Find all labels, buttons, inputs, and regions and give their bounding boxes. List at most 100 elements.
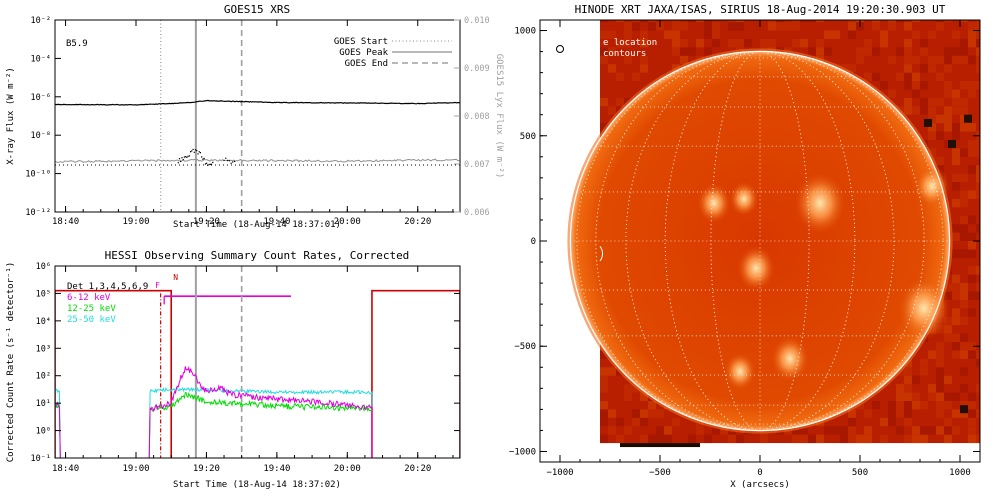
xrt-pixel-block-1045 (968, 241, 976, 250)
xrt-pixel-block-876 (912, 106, 920, 115)
xrt-xtick-label: 0 (757, 468, 762, 478)
goes-short-point-4 (182, 159, 184, 161)
xrt-pixel-block-746 (864, 72, 872, 82)
xrt-pixel-block-931 (936, 375, 944, 385)
xrt-pixel-block-1027 (960, 81, 968, 90)
xrt-pixel-block-1068 (976, 190, 980, 199)
xrt-pixel-block-1055 (968, 55, 976, 65)
goes-short-point-12 (192, 148, 194, 151)
xrt-pixel-block-499 (776, 20, 784, 23)
xrt-pixel-block-545 (792, 22, 800, 31)
xrt-pixel-block-446 (760, 38, 768, 48)
xrt-pixel-block-1060 (976, 409, 980, 418)
xrt-pixel-block-174 (664, 426, 672, 435)
xrt-ytick-label: −500 (514, 342, 536, 352)
goes-ytick-label: 10⁻¹² (25, 208, 51, 218)
xrt-pixel-block-952 (936, 55, 944, 65)
xrt-pixel-block-983 (952, 316, 960, 326)
xrt-pixel-block-987 (952, 274, 960, 284)
xrt-pixel-block-948 (936, 131, 944, 140)
xrt-pixel-block-301 (704, 30, 712, 39)
xrt-pixel-block-1046 (968, 232, 976, 241)
xrt-pixel-block-926 (936, 426, 944, 435)
xrt-pixel-block-879 (912, 72, 920, 82)
xrt-pixel-block-132 (648, 409, 656, 418)
goes-y2label: GOES15 Lyx Flux (W m⁻²) (494, 54, 504, 179)
xrt-pixel-block-108 (640, 392, 648, 401)
xrt-pixel-block-4 (600, 384, 608, 393)
xrt-pixel-block-1066 (976, 266, 980, 275)
goes-y2tick-label: 0.009 (464, 64, 490, 74)
xrt-pixel-block-103 (632, 22, 640, 31)
xrt-pixel-block-1076 (976, 64, 980, 73)
xrt-pixel-block-65 (624, 426, 632, 435)
xrt-pixel-block-63 (616, 38, 624, 48)
xrt-pixel-block-1062 (976, 358, 980, 368)
xrt-pixel-block-765 (872, 20, 880, 23)
xrt-pixel-block-988 (952, 249, 960, 258)
xrt-pixel-block-878 (912, 81, 920, 90)
xrt-axes: −1000 −500 0 500 1000 1000 500 0 −500 −1000 (509, 20, 980, 478)
xrt-pixel-block-39 (608, 64, 616, 73)
xrt-pixel-block-950 (936, 97, 944, 107)
xrt-pixel-block-977 (952, 426, 960, 435)
xrt-pixel-block-1010 (960, 333, 968, 343)
xrt-pixel-block-1011 (960, 316, 968, 326)
xrt-pixel-block-930 (936, 384, 944, 393)
xrt-pixel-block-657 (840, 434, 848, 444)
xrt-pixel-block-684 (848, 417, 856, 427)
xrt-pixel-block-0 (600, 434, 608, 444)
xrt-pixel-block-19 (600, 55, 608, 65)
xrt-pixel-block-429 (760, 434, 768, 444)
hessi-legend: Det 1,3,4,5,6,9 6-12 keV 12-25 keV 25-50… (67, 282, 148, 325)
xrt-pixel-block-834 (904, 400, 912, 410)
xrt-pixel-block-968 (944, 123, 952, 132)
goes-xtick-label: 19:00 (122, 217, 149, 227)
goes-long-channel-line (55, 99, 460, 106)
xrt-pixel-block-991 (952, 198, 960, 208)
xrt-pixel-block-6 (600, 367, 608, 376)
xrt-pixel-block-367 (728, 38, 736, 48)
xrt-pixel-block-567 (800, 38, 808, 48)
xrt-pixel-block-905 (928, 426, 936, 435)
xrt-pixel-block-81 (624, 55, 632, 65)
xrt-pixel-block-885 (920, 400, 928, 410)
xrt-pixel-block-1050 (968, 148, 976, 157)
xrt-pixel-block-880 (912, 55, 920, 65)
goes-ytick-label: 10⁻⁸ (31, 131, 51, 141)
xrt-pixel-block-640 (832, 426, 840, 435)
hessi-panel: HESSI Observing Summary Count Rates, Cor… (6, 249, 461, 490)
hessi-xtick-label: 18:40 (52, 464, 79, 474)
xrt-pixel-block-808 (896, 409, 904, 418)
xrt-bright-region-7 (724, 352, 756, 391)
xrt-pixel-block-62 (616, 72, 624, 82)
hessi-night-flag: N (173, 273, 178, 282)
xrt-pixel-block-1026 (960, 97, 968, 107)
xrt-legend-line-1: e location (603, 38, 657, 48)
xrt-pixel-block-1038 (968, 350, 976, 359)
xrt-bright-region-2 (729, 181, 759, 217)
xrt-pixel-block-949 (936, 114, 944, 124)
hinode-xrt-panel: HINODE XRT JAXA/ISAS, SIRIUS 18-Aug-2014… (509, 3, 981, 490)
hessi-frame (54, 265, 461, 459)
hessi-xtick-label: 19:00 (122, 464, 149, 474)
xrt-pixel-block-241 (688, 434, 696, 444)
xrt-pixel-block-1022 (960, 148, 968, 157)
xrt-pixel-block-973 (944, 64, 952, 73)
xrt-pixel-block-1077 (976, 55, 980, 65)
xrt-pixel-block-976 (944, 20, 952, 23)
xrt-pixel-block-1018 (960, 215, 968, 225)
goes-legend-start-label: GOES Start (334, 37, 388, 47)
xrt-pixel-block-280 (704, 434, 712, 444)
xrt-latlon-grid (570, 50, 950, 432)
xrt-pixel-block-809 (896, 400, 904, 410)
goes-short-point-3 (181, 157, 183, 159)
xrt-pixel-block-919 (928, 123, 936, 132)
goes-short-point-11 (191, 150, 193, 152)
xrt-pixel-block-343 (728, 434, 736, 444)
xrt-pixel-block-1034 (968, 417, 976, 427)
xrt-pixel-block-1009 (960, 342, 968, 351)
xrt-pixel-block-85 (632, 417, 640, 427)
xrt-pixel-block-985 (952, 291, 960, 300)
